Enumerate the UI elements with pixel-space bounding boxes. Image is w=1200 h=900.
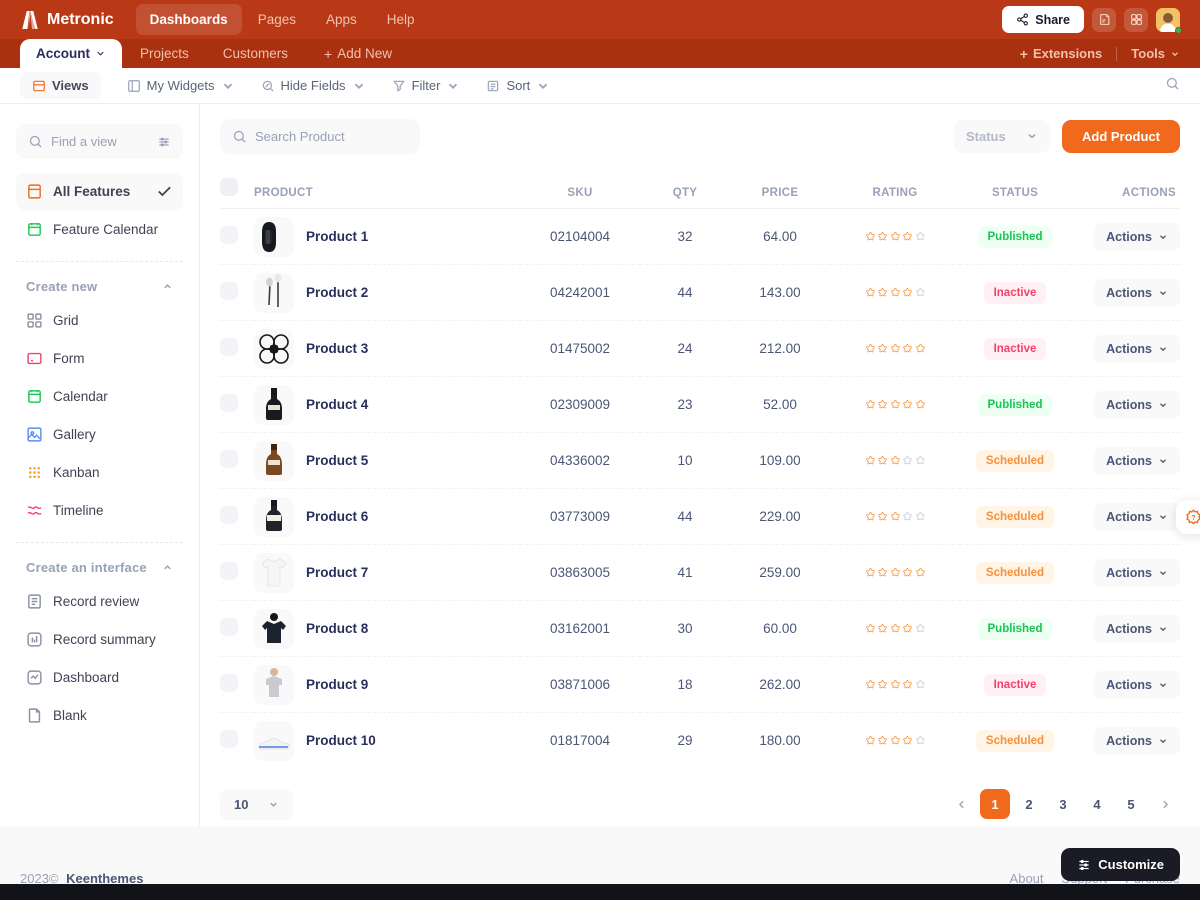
svg-text:?: ? [1191, 514, 1195, 522]
